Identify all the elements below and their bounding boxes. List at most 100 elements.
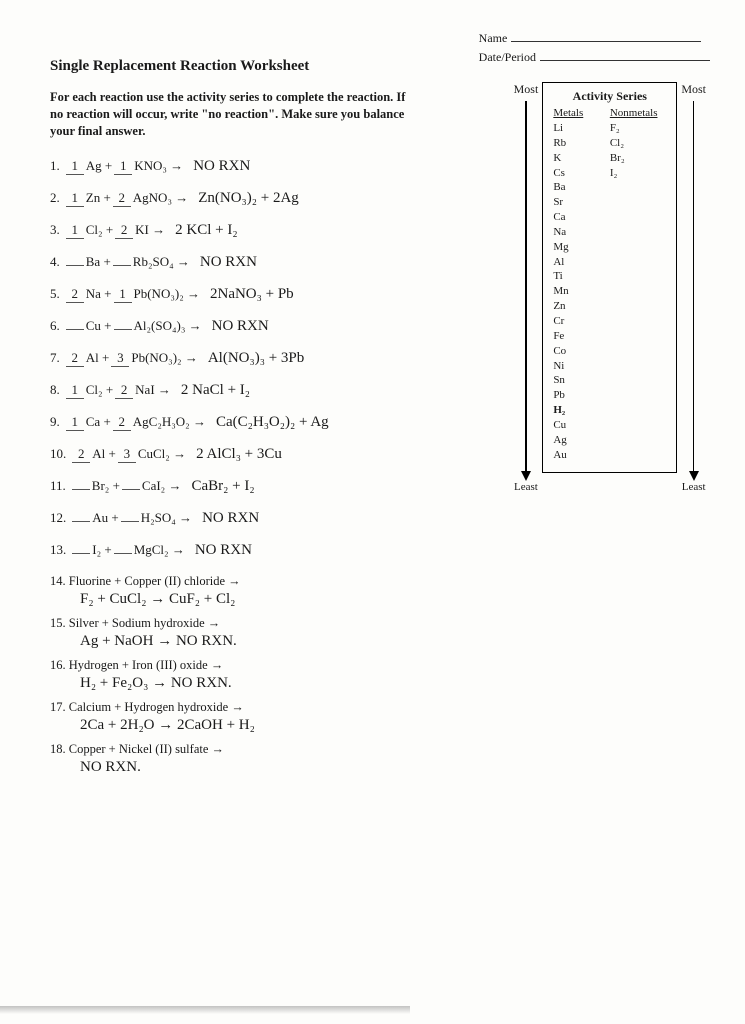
- word-questions-list: 14. Fluorine + Copper (II) chloride →F₂ …: [50, 574, 710, 776]
- coefficient-blank: [121, 521, 139, 522]
- metal-item: Al: [553, 255, 610, 270]
- reactant-text: Cl₂ +: [86, 222, 113, 238]
- arrow-head-right-icon: [689, 471, 699, 481]
- question-number: 2.: [50, 190, 60, 206]
- handwritten-answer: 2Ca + 2H₂O → 2CaOH + H₂: [80, 717, 710, 734]
- question-number: 4.: [50, 254, 60, 270]
- metal-item: H₂: [553, 403, 610, 418]
- question-number: 12.: [50, 510, 66, 526]
- reactant-text: Al +: [92, 446, 116, 462]
- question-row: 13. I₂ + MgCl₂ →NO RXN: [50, 542, 710, 559]
- word-question-prompt: 14. Fluorine + Copper (II) chloride →: [50, 574, 710, 589]
- question-number: 11.: [50, 478, 66, 494]
- coefficient-blank: 3: [118, 446, 136, 463]
- least-label-right: Least: [682, 481, 706, 493]
- reactant-text: Cl₂ +: [86, 382, 113, 398]
- metal-item: Sr: [553, 195, 610, 210]
- handwritten-answer: Zn(NO₃)₂ + 2Ag: [198, 190, 299, 207]
- coefficient-blank: 2: [115, 382, 133, 399]
- date-line: [540, 49, 710, 61]
- reactant-text: AgC₂H₃O₂ →: [133, 414, 206, 430]
- question-number: 6.: [50, 318, 60, 334]
- reactant-text: Al +: [86, 350, 110, 366]
- handwritten-answer: NO RXN: [200, 254, 257, 271]
- coefficient-blank: [114, 553, 132, 554]
- nonmetals-column: Nonmetals F₂Cl₂Br₂I₂: [610, 107, 667, 462]
- arrow-head-left-icon: [521, 471, 531, 481]
- handwritten-answer: 2 KCl + I₂: [175, 222, 237, 239]
- metal-item: Cs: [553, 166, 610, 181]
- coefficient-blank: 1: [66, 414, 84, 431]
- nonmetal-item: Br₂: [610, 151, 667, 166]
- word-question-prompt: 15. Silver + Sodium hydroxide →: [50, 616, 710, 631]
- coefficient-blank: [122, 489, 140, 490]
- metal-item: Mg: [553, 240, 610, 255]
- metal-item: Au: [553, 448, 610, 463]
- activity-series-panel: Most Least Activity Series Metals LiRbKC…: [510, 82, 710, 502]
- coefficient-blank: 1: [114, 286, 132, 303]
- metal-item: Cu: [553, 418, 610, 433]
- reactant-text: Pb(NO₃)₂ →: [131, 350, 197, 366]
- coefficient-blank: [72, 553, 90, 554]
- header-block: Name Date/Period: [479, 30, 710, 68]
- metal-item: Ca: [553, 210, 610, 225]
- metal-item: Li: [553, 121, 610, 136]
- most-label-right: Most: [681, 82, 706, 97]
- question-number: 7.: [50, 350, 60, 366]
- metal-item: Ni: [553, 359, 610, 374]
- word-question-prompt: 16. Hydrogen + Iron (III) oxide →: [50, 658, 710, 673]
- word-question-prompt: 18. Copper + Nickel (II) sulfate →: [50, 742, 710, 757]
- most-label-left: Most: [514, 82, 539, 97]
- reactant-text: Zn +: [86, 190, 111, 206]
- reactant-text: MgCl₂ →: [134, 542, 185, 558]
- coefficient-blank: 3: [111, 350, 129, 367]
- metal-item: Ti: [553, 269, 610, 284]
- metal-item: Fe: [553, 329, 610, 344]
- metal-item: Na: [553, 225, 610, 240]
- reactant-text: H₂SO₄ →: [141, 510, 192, 526]
- coefficient-blank: 1: [66, 190, 84, 207]
- coefficient-blank: 1: [114, 158, 132, 175]
- coefficient-blank: 2: [72, 446, 90, 463]
- coefficient-blank: [113, 265, 131, 266]
- reactant-text: Ca +: [86, 414, 111, 430]
- instructions-text: For each reaction use the activity serie…: [50, 89, 420, 140]
- metal-item: Co: [553, 344, 610, 359]
- reactant-text: Cu +: [86, 318, 112, 334]
- question-number: 13.: [50, 542, 66, 558]
- coefficient-blank: 1: [66, 158, 84, 175]
- handwritten-answer: Ca(C₂H₃O₂)₂ + Ag: [216, 414, 329, 431]
- question-number: 10.: [50, 446, 66, 462]
- reactant-text: Br₂ +: [92, 478, 120, 494]
- reactant-text: KI →: [135, 222, 165, 238]
- name-line: [511, 30, 701, 42]
- metal-item: Sn: [553, 373, 610, 388]
- question-number: 1.: [50, 158, 60, 174]
- reactant-text: Ag +: [86, 158, 112, 174]
- coefficient-blank: 1: [66, 222, 84, 239]
- metal-item: Pb: [553, 388, 610, 403]
- coefficient-blank: [66, 329, 84, 330]
- metals-head: Metals: [553, 107, 610, 119]
- reactant-text: NaI →: [135, 382, 171, 398]
- scan-shadow: [0, 1006, 410, 1014]
- reactant-text: CaI₂ →: [142, 478, 182, 494]
- word-question-prompt: 17. Calcium + Hydrogen hydroxide →: [50, 700, 710, 715]
- nonmetals-head: Nonmetals: [610, 107, 667, 119]
- coefficient-blank: 2: [113, 414, 131, 431]
- coefficient-blank: [66, 265, 84, 266]
- activity-box-title: Activity Series: [553, 89, 666, 104]
- handwritten-answer: 2 AlCl₃ + 3Cu: [196, 446, 282, 463]
- handwritten-answer: NO RXN.: [80, 759, 710, 776]
- question-number: 3.: [50, 222, 60, 238]
- coefficient-blank: 2: [66, 286, 84, 303]
- reactant-text: Ba +: [86, 254, 111, 270]
- handwritten-answer: CaBr₂ + I₂: [191, 478, 254, 495]
- coefficient-blank: [72, 489, 90, 490]
- metal-item: Ag: [553, 433, 610, 448]
- question-number: 5.: [50, 286, 60, 302]
- reactant-text: KNO₃ →: [134, 158, 183, 174]
- metal-item: Ba: [553, 180, 610, 195]
- coefficient-blank: [72, 521, 90, 522]
- reactant-text: Pb(NO₃)₂ →: [134, 286, 200, 302]
